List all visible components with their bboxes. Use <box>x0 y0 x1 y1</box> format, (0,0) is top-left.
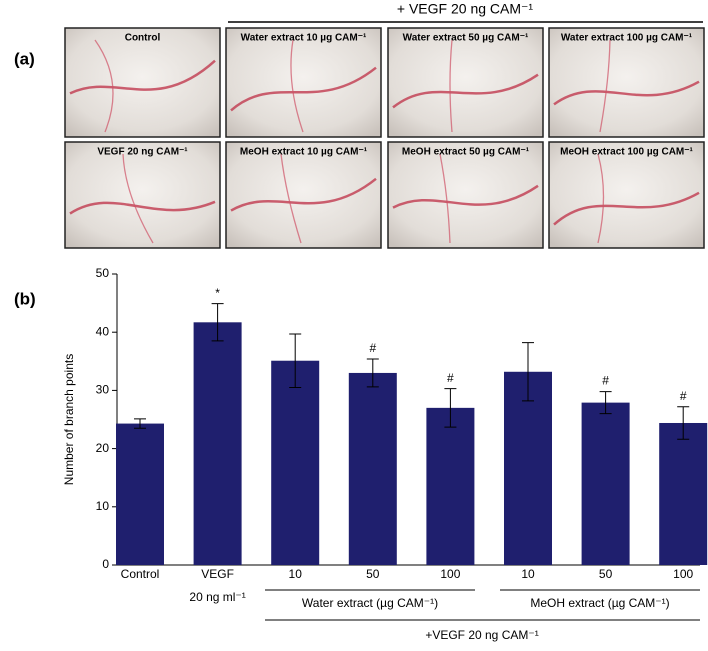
vessel <box>392 73 539 109</box>
bar <box>348 372 397 565</box>
image-label: Water extract 50 µg CAM⁻¹ <box>403 33 529 44</box>
x-tick-label: 100 <box>440 567 460 581</box>
image-label: VEGF 20 ng CAM⁻¹ <box>97 147 188 158</box>
bar <box>581 402 630 565</box>
error-bar <box>366 358 379 388</box>
significance: # <box>680 389 687 403</box>
y-tick-label: 50 <box>96 266 110 280</box>
bar <box>193 322 242 565</box>
vessel <box>392 184 539 209</box>
error-bar <box>211 303 224 342</box>
error-bar <box>677 406 690 440</box>
vessel <box>599 39 611 133</box>
cam-image <box>225 141 382 249</box>
group-label: +VEGF 20 ng CAM⁻¹ <box>425 628 538 642</box>
dose-label: 20 ng ml⁻¹ <box>189 590 245 604</box>
significance: # <box>447 371 454 385</box>
cam-image <box>64 141 221 249</box>
x-tick-label: Control <box>121 567 160 581</box>
x-tick-label: 50 <box>599 567 613 581</box>
significance: # <box>369 341 376 355</box>
cam-image <box>225 27 382 138</box>
panel-label: (a) <box>14 49 35 68</box>
panel-label: (b) <box>14 289 36 308</box>
vessel <box>553 80 700 106</box>
y-axis-label: Number of branch points <box>62 354 76 485</box>
vessel <box>597 153 605 244</box>
vessel <box>69 59 216 95</box>
bar <box>116 423 164 565</box>
group-label: Water extract (µg CAM⁻¹) <box>302 596 438 610</box>
error-bar <box>599 391 612 415</box>
x-tick-label: 10 <box>289 567 303 581</box>
group-label: MeOH extract (µg CAM⁻¹) <box>530 596 669 610</box>
y-tick-label: 10 <box>96 499 110 513</box>
image-label: MeOH extract 10 µg CAM⁻¹ <box>240 147 368 158</box>
bar <box>659 422 708 565</box>
y-tick-label: 20 <box>96 441 110 455</box>
vessel <box>230 177 377 212</box>
vessel <box>553 191 700 226</box>
cam-image <box>387 141 544 249</box>
vessel <box>94 39 114 133</box>
x-tick-label: VEGF <box>201 567 234 581</box>
x-tick-label: 10 <box>521 567 535 581</box>
cam-image <box>548 27 705 138</box>
image-label: Water extract 100 µg CAM⁻¹ <box>561 33 693 44</box>
bar <box>426 407 475 565</box>
vessel <box>449 39 453 133</box>
image-label: Water extract 10 µg CAM⁻¹ <box>241 33 367 44</box>
cam-image <box>64 27 221 138</box>
error-bar <box>134 418 146 429</box>
vessel <box>290 39 304 133</box>
vessel <box>69 200 216 215</box>
x-tick-label: 50 <box>366 567 380 581</box>
cam-image <box>548 141 705 249</box>
image-label: MeOH extract 50 µg CAM⁻¹ <box>402 147 530 158</box>
y-tick-label: 40 <box>96 324 110 338</box>
y-tick-label: 30 <box>96 383 110 397</box>
vessel <box>439 153 451 244</box>
error-bar <box>522 342 534 402</box>
x-tick-label: 100 <box>673 567 693 581</box>
cam-image <box>387 27 544 138</box>
bar <box>504 371 552 565</box>
bar <box>271 360 320 565</box>
vessel <box>280 153 302 244</box>
image-label: MeOH extract 100 µg CAM⁻¹ <box>560 147 693 158</box>
vessel <box>122 153 154 244</box>
image-label: Control <box>125 33 161 44</box>
error-bar <box>289 333 302 388</box>
significance: # <box>602 374 609 388</box>
significance: * <box>215 286 220 300</box>
y-tick-label: 0 <box>102 557 109 571</box>
header: + VEGF 20 ng CAM⁻¹ <box>397 1 533 17</box>
vessel <box>230 66 377 112</box>
error-bar <box>444 388 457 428</box>
